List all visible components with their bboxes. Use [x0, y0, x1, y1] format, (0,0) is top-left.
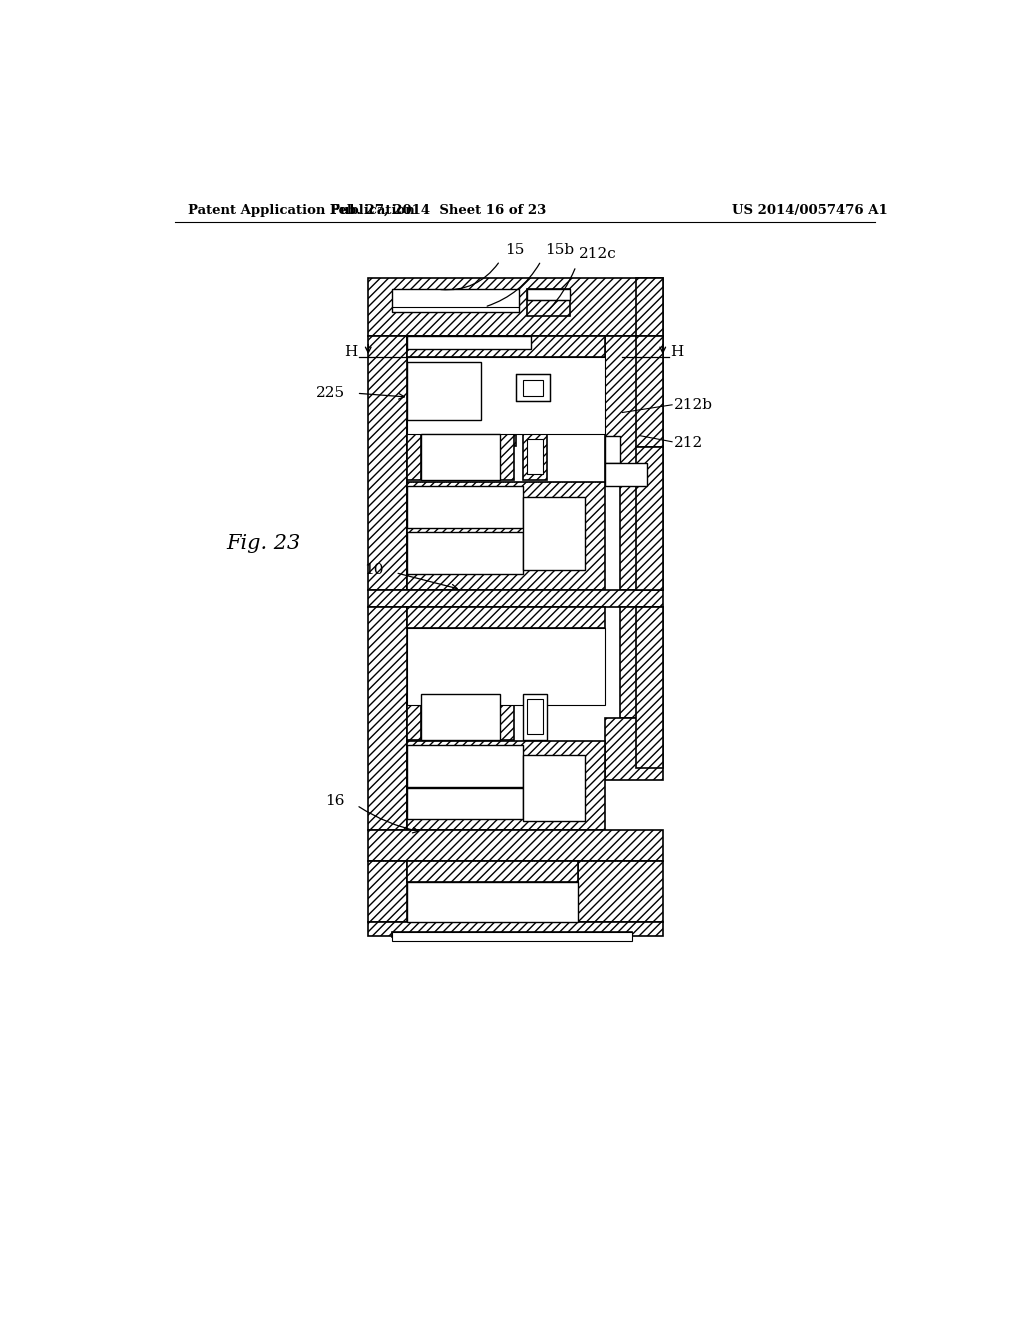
- Polygon shape: [407, 335, 531, 350]
- Text: 225: 225: [315, 387, 345, 400]
- Polygon shape: [636, 607, 663, 768]
- Polygon shape: [636, 335, 663, 447]
- Polygon shape: [527, 289, 569, 317]
- Polygon shape: [527, 440, 543, 474]
- Polygon shape: [621, 607, 663, 718]
- Polygon shape: [578, 861, 663, 923]
- Polygon shape: [407, 358, 604, 434]
- Polygon shape: [500, 693, 514, 739]
- Polygon shape: [604, 718, 663, 780]
- Polygon shape: [636, 447, 663, 590]
- Polygon shape: [407, 420, 604, 434]
- Text: Feb. 27, 2014  Sheet 16 of 23: Feb. 27, 2014 Sheet 16 of 23: [330, 205, 546, 218]
- Polygon shape: [407, 882, 578, 923]
- Polygon shape: [515, 374, 550, 401]
- Text: H: H: [344, 346, 357, 359]
- Polygon shape: [391, 289, 519, 313]
- Polygon shape: [369, 830, 663, 861]
- Text: 16: 16: [326, 795, 345, 808]
- Polygon shape: [369, 277, 663, 335]
- Text: 15: 15: [506, 243, 524, 257]
- Polygon shape: [523, 693, 547, 739]
- Text: 212c: 212c: [579, 247, 616, 261]
- Polygon shape: [369, 335, 407, 590]
- Text: Fig. 23: Fig. 23: [226, 533, 301, 553]
- Polygon shape: [421, 434, 500, 480]
- Polygon shape: [407, 434, 421, 480]
- Polygon shape: [369, 923, 663, 936]
- Text: Patent Application Publication: Patent Application Publication: [188, 205, 415, 218]
- Polygon shape: [407, 693, 515, 705]
- Polygon shape: [527, 700, 543, 734]
- Polygon shape: [523, 755, 586, 821]
- Polygon shape: [407, 363, 480, 420]
- Polygon shape: [407, 744, 523, 788]
- Text: US 2014/0057476 A1: US 2014/0057476 A1: [732, 205, 888, 218]
- Polygon shape: [407, 742, 604, 830]
- Polygon shape: [636, 277, 663, 335]
- Polygon shape: [523, 498, 586, 570]
- Polygon shape: [407, 861, 578, 882]
- Polygon shape: [407, 486, 523, 528]
- Polygon shape: [621, 486, 663, 590]
- Text: 212b: 212b: [675, 397, 714, 412]
- Polygon shape: [407, 532, 523, 574]
- Text: H: H: [671, 346, 684, 359]
- Polygon shape: [369, 861, 407, 923]
- Polygon shape: [421, 693, 500, 739]
- Polygon shape: [604, 335, 663, 486]
- Text: 10: 10: [365, 564, 384, 577]
- Polygon shape: [407, 693, 421, 739]
- Text: 15b: 15b: [545, 243, 574, 257]
- Polygon shape: [407, 335, 604, 358]
- Polygon shape: [369, 607, 407, 830]
- Polygon shape: [391, 932, 632, 937]
- Polygon shape: [527, 289, 569, 300]
- Polygon shape: [523, 434, 547, 480]
- Polygon shape: [407, 434, 515, 446]
- Polygon shape: [604, 462, 647, 486]
- Polygon shape: [523, 380, 543, 396]
- Text: 212: 212: [675, 437, 703, 450]
- Polygon shape: [407, 607, 604, 628]
- Polygon shape: [407, 482, 604, 590]
- Polygon shape: [407, 628, 604, 705]
- Polygon shape: [369, 590, 663, 607]
- Polygon shape: [407, 788, 523, 818]
- Polygon shape: [500, 434, 514, 480]
- Polygon shape: [604, 436, 621, 462]
- Polygon shape: [391, 932, 632, 941]
